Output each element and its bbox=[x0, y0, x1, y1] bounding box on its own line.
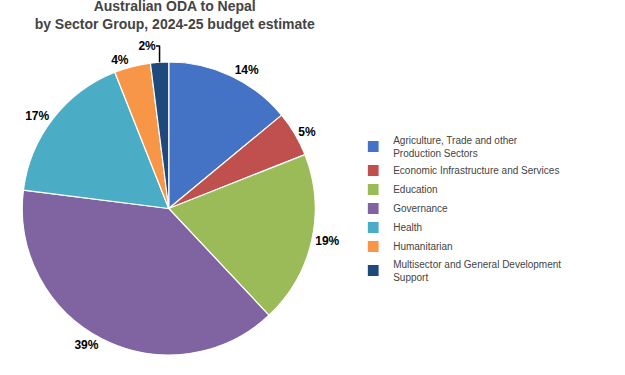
svg-text:Economic Infrastructure and Se: Economic Infrastructure and Services bbox=[393, 165, 559, 176]
svg-text:Agriculture, Trade and otherPr: Agriculture, Trade and otherProduction S… bbox=[393, 135, 518, 159]
svg-text:Health: Health bbox=[393, 222, 422, 233]
svg-text:Education: Education bbox=[393, 184, 437, 195]
svg-text:4%: 4% bbox=[111, 53, 129, 67]
svg-text:39%: 39% bbox=[74, 338, 98, 352]
svg-text:17%: 17% bbox=[25, 109, 49, 123]
svg-text:14%: 14% bbox=[235, 63, 259, 77]
svg-text:Australian ODA to Nepalby Sect: Australian ODA to Nepalby Sector Group, … bbox=[35, 0, 315, 32]
svg-text:5%: 5% bbox=[298, 125, 316, 139]
svg-text:Multisector and General Develo: Multisector and General DevelopmentSuppo… bbox=[393, 259, 561, 283]
svg-text:Humanitarian: Humanitarian bbox=[393, 241, 452, 252]
svg-text:Governance: Governance bbox=[393, 203, 448, 214]
svg-text:19%: 19% bbox=[315, 234, 339, 248]
svg-text:2%: 2% bbox=[138, 39, 156, 53]
